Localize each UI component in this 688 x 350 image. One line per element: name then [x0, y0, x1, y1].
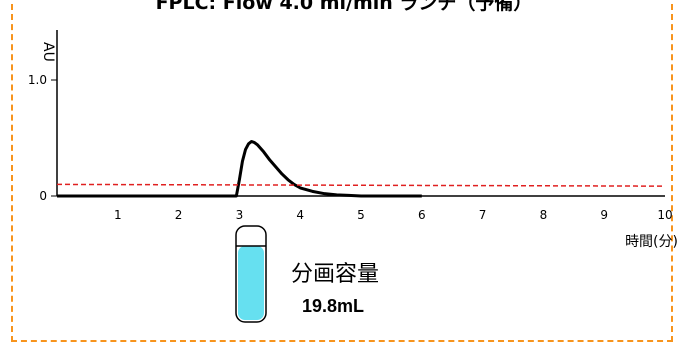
x-tick-label: 1 — [114, 208, 122, 222]
x-tick-label: 2 — [175, 208, 183, 222]
y-tick-label: 1.0 — [28, 73, 47, 87]
fraction-volume-label: 分画容量 — [291, 262, 380, 287]
x-tick-label: 8 — [540, 208, 548, 222]
x-tick-label: 6 — [418, 208, 426, 222]
absorbance-line — [57, 139, 422, 198]
threshold-line — [56, 183, 666, 187]
x-tick-label: 5 — [357, 208, 365, 222]
fraction-volume-value: 19.8mL — [302, 296, 365, 316]
chart-title: FPLC: Flow 4.0 ml/min ランチ（予備） — [155, 0, 533, 14]
x-tick-label: 4 — [296, 208, 304, 222]
dashed-frame — [11, 4, 673, 342]
y-tick-label: 0 — [39, 189, 47, 203]
x-tick-label: 3 — [236, 208, 244, 222]
x-tick-label: 7 — [479, 208, 487, 222]
x-tick-label: 10 — [657, 208, 672, 222]
y-axis-label: AU — [40, 42, 56, 62]
test-tube-icon — [235, 225, 267, 323]
x-tick-label: 9 — [600, 208, 608, 222]
x-axis-label: 時間(分) — [625, 234, 678, 250]
